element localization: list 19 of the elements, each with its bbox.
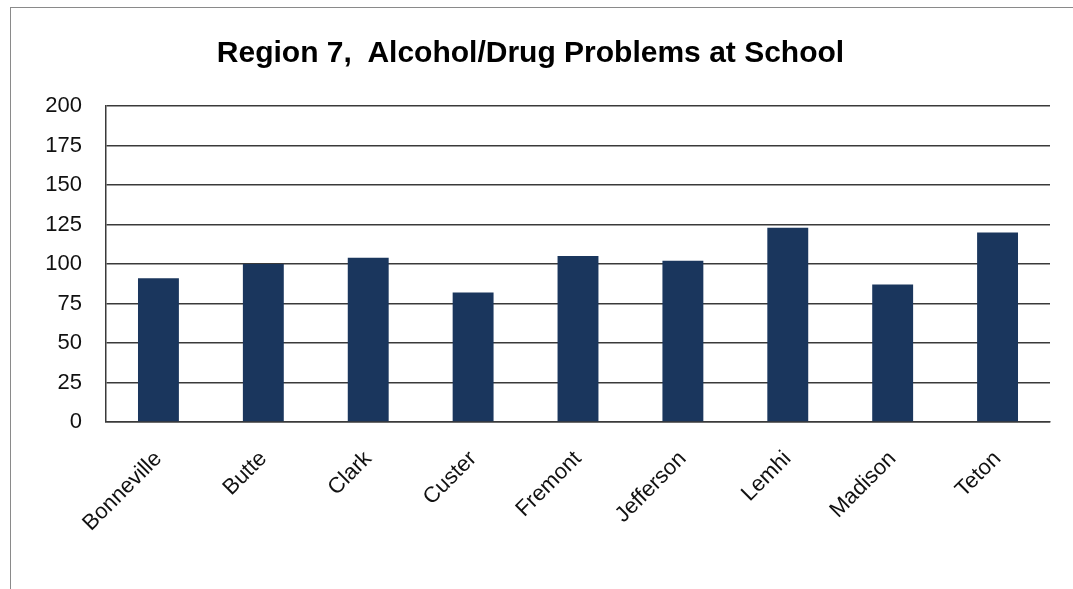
bar (767, 227, 809, 422)
y-tick-label: 75 (57, 289, 82, 315)
bar (872, 284, 914, 422)
y-tick-label: 150 (45, 171, 82, 197)
y-tick-label: 125 (45, 210, 82, 236)
y-tick-label: 175 (45, 131, 82, 157)
bar (977, 232, 1019, 422)
y-tick-label: 200 (45, 92, 82, 118)
y-tick-label: 25 (57, 368, 82, 394)
chart-title: Region 7, Alcohol/Drug Problems at School (216, 35, 845, 69)
bar (452, 292, 494, 422)
y-tick-label: 100 (45, 250, 82, 276)
bar (137, 278, 179, 422)
bar (242, 264, 284, 422)
bar (557, 256, 599, 422)
y-tick-label: 50 (57, 329, 82, 355)
bar (347, 257, 389, 422)
y-tick-label: 0 (69, 408, 82, 434)
bar (662, 260, 704, 422)
